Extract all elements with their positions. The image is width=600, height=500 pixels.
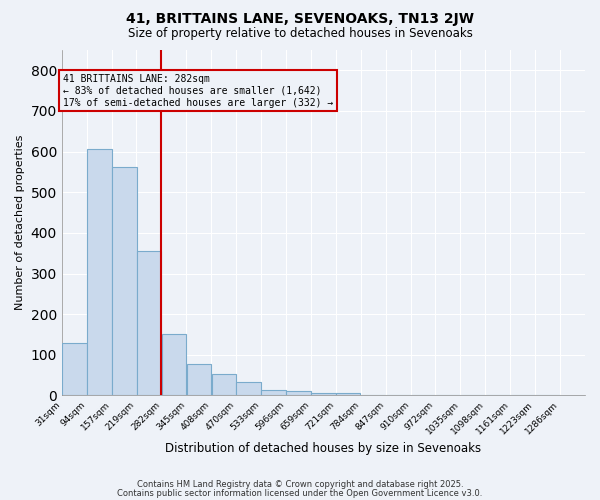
Bar	[336, 393, 361, 396]
Bar	[286, 390, 311, 396]
Bar	[137, 251, 161, 396]
Bar	[212, 374, 236, 396]
Text: 41 BRITTAINS LANE: 282sqm
← 83% of detached houses are smaller (1,642)
17% of se: 41 BRITTAINS LANE: 282sqm ← 83% of detac…	[62, 74, 333, 108]
Bar	[262, 390, 286, 396]
Bar	[112, 166, 137, 396]
Text: Size of property relative to detached houses in Sevenoaks: Size of property relative to detached ho…	[128, 28, 472, 40]
Bar	[87, 149, 112, 396]
Bar	[236, 382, 261, 396]
X-axis label: Distribution of detached houses by size in Sevenoaks: Distribution of detached houses by size …	[166, 442, 481, 455]
Y-axis label: Number of detached properties: Number of detached properties	[15, 135, 25, 310]
Text: Contains public sector information licensed under the Open Government Licence v3: Contains public sector information licen…	[118, 489, 482, 498]
Bar	[161, 334, 186, 396]
Text: Contains HM Land Registry data © Crown copyright and database right 2025.: Contains HM Land Registry data © Crown c…	[137, 480, 463, 489]
Text: 41, BRITTAINS LANE, SEVENOAKS, TN13 2JW: 41, BRITTAINS LANE, SEVENOAKS, TN13 2JW	[126, 12, 474, 26]
Bar	[62, 344, 86, 396]
Bar	[187, 364, 211, 396]
Bar	[311, 394, 336, 396]
